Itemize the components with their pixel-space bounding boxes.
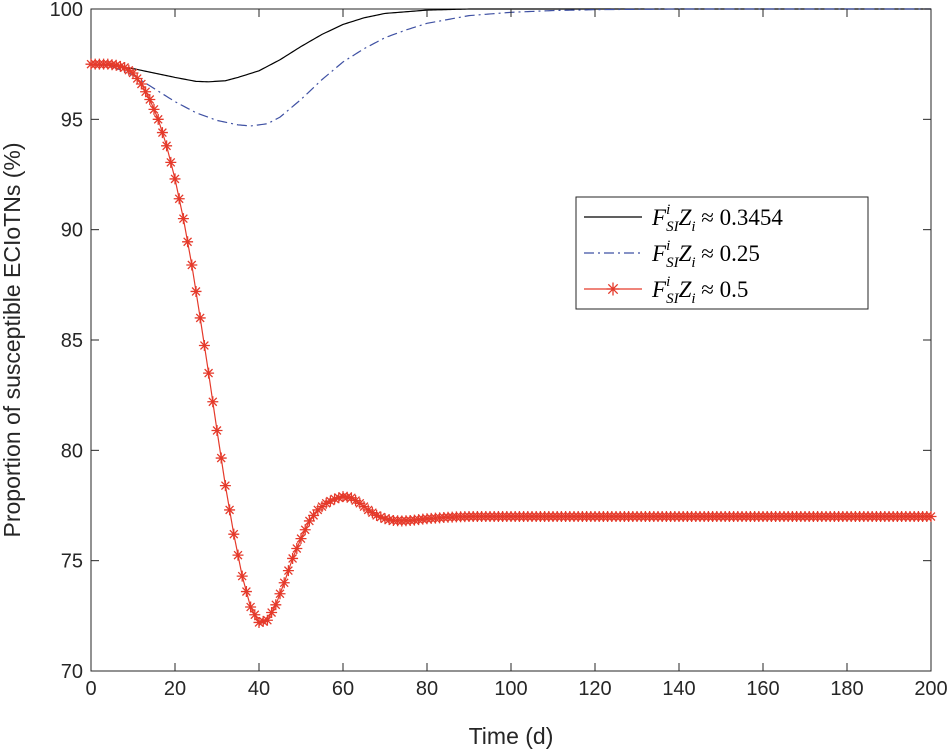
series-marker — [169, 173, 181, 185]
series-marker — [165, 156, 177, 168]
series-marker — [219, 480, 231, 492]
series-marker — [375, 511, 387, 523]
series-marker — [257, 615, 269, 627]
series-marker — [194, 312, 206, 324]
legend-entry-label: Fi SIZi ≈ 0.25 — [651, 238, 760, 271]
series-marker — [135, 78, 147, 90]
series-marker — [190, 285, 202, 297]
x-tick-label: 120 — [578, 678, 611, 700]
series-marker — [215, 452, 227, 464]
series-marker — [274, 588, 286, 600]
series-marker — [140, 86, 152, 98]
series-marker — [261, 614, 273, 626]
series-marker — [308, 509, 320, 521]
y-tick-label: 90 — [61, 220, 83, 242]
legend-entry-label: Fi SIZi ≈ 0.5 — [651, 274, 748, 307]
series-marker — [324, 495, 336, 507]
plot-box — [90, 8, 932, 672]
series-marker — [266, 607, 278, 619]
series-3 — [85, 58, 937, 628]
series-marker — [366, 507, 378, 519]
x-tick-label: 100 — [494, 678, 527, 700]
series-marker — [114, 60, 126, 72]
series-marker — [925, 511, 937, 523]
y-tick-label: 80 — [61, 440, 83, 462]
x-tick-label: 200 — [914, 678, 947, 700]
series-marker — [173, 193, 185, 205]
x-tick-label: 140 — [662, 678, 695, 700]
series-marker — [148, 103, 160, 115]
series-marker — [278, 577, 290, 589]
series-marker — [299, 524, 311, 536]
series-marker — [144, 93, 156, 105]
series-marker — [182, 236, 194, 248]
series-marker — [291, 543, 303, 555]
series-marker — [345, 492, 357, 504]
legend-entry-label: Fi SIZi ≈ 0.3454 — [651, 202, 783, 235]
series-marker — [253, 616, 265, 628]
y-axis-label: Proportion of susceptible ECIoTNs (%) — [0, 143, 25, 538]
series-marker — [371, 509, 383, 521]
x-tick-label: 160 — [746, 678, 779, 700]
series-marker — [303, 515, 315, 527]
series-marker — [211, 424, 223, 436]
series-marker — [198, 340, 210, 352]
series-marker — [329, 493, 341, 505]
x-tick-label: 180 — [830, 678, 863, 700]
series-marker — [186, 259, 198, 271]
series-marker — [161, 140, 173, 152]
series-marker — [156, 127, 168, 139]
series-marker — [287, 552, 299, 564]
legend-marker — [606, 282, 620, 296]
x-tick-label: 60 — [332, 678, 354, 700]
axes: 0 20 40 60 80 100 120 140 160 180 200 70 75 80 85 90 95 1… — [50, 0, 948, 700]
x-tick-label: 80 — [416, 678, 438, 700]
y-tick-label: 100 — [50, 0, 83, 21]
series-marker — [320, 497, 332, 509]
series-marker — [295, 533, 307, 545]
series-marker — [350, 495, 362, 507]
series-marker — [240, 586, 252, 598]
series-marker — [127, 67, 139, 79]
series-marker — [383, 514, 395, 526]
series-marker — [207, 396, 219, 408]
series-marker — [152, 113, 164, 125]
series-marker — [333, 492, 345, 504]
series-marker — [282, 565, 294, 577]
y-tick-label: 70 — [61, 661, 83, 683]
series-marker — [270, 599, 282, 611]
series-marker — [119, 61, 131, 73]
series-marker — [123, 64, 135, 76]
plot-area — [90, 8, 932, 672]
x-tick-label: 0 — [85, 678, 96, 700]
series-marker — [379, 513, 391, 525]
series-marker — [131, 73, 143, 85]
series-marker — [362, 504, 374, 516]
y-tick-label: 75 — [61, 551, 83, 573]
series-marker — [203, 367, 215, 379]
x-tick-label: 40 — [248, 678, 270, 700]
series-marker — [228, 528, 240, 540]
x-axis-label: Time (d) — [469, 723, 554, 749]
series-marker — [224, 504, 236, 516]
series-marker — [236, 570, 248, 582]
y-tick-label: 95 — [61, 109, 83, 131]
series-marker — [245, 601, 257, 613]
y-tick-label: 85 — [61, 330, 83, 352]
series-marker — [177, 213, 189, 225]
series-marker — [232, 549, 244, 561]
x-tick-label: 20 — [164, 678, 186, 700]
series-marker — [249, 609, 261, 621]
series-marker — [110, 59, 122, 71]
